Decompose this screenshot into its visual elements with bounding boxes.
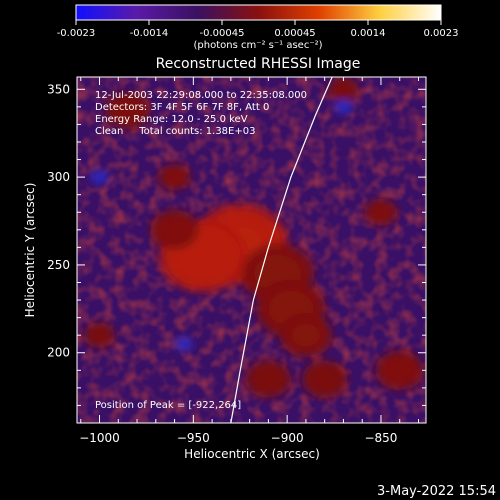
- colorbar-tick-label: -0.00045: [200, 28, 245, 39]
- colorbar-tick-label: 0.00045: [274, 28, 315, 39]
- emission-blob: [327, 77, 360, 102]
- colorbar-bar: [75, 4, 442, 21]
- emission-blob: [157, 163, 192, 191]
- emission-blob: [83, 322, 116, 348]
- emission-blob: [245, 360, 292, 398]
- footer-timestamp: 3-May-2022 15:54: [377, 484, 496, 499]
- heatmap-plot: [77, 77, 426, 423]
- annotation-time-range: 12-Jul-2003 22:29:08.000 to 22:35:08.000: [95, 90, 307, 101]
- colorbar-tick-label: -0.0023: [57, 28, 96, 39]
- colorbar-unit-label: (photons cm⁻² s⁻¹ asec⁻²): [193, 40, 322, 51]
- y-axis-label: Heliocentric Y (arcsec): [23, 183, 37, 318]
- emission-blob: [375, 350, 424, 391]
- x-tick-label: −950: [177, 431, 210, 445]
- annotation-peak-position: Position of Peak = [-922,264]: [95, 400, 241, 411]
- x-axis-label: Heliocentric X (arcsec): [184, 447, 320, 461]
- emission-blob: [364, 198, 398, 226]
- emission-blob: [150, 209, 199, 250]
- annotation-clean-counts: Clean Total counts: 1.38E+03: [95, 126, 255, 137]
- negative-dip: [334, 99, 353, 114]
- emission-blob: [301, 360, 348, 398]
- x-tick-label: −850: [364, 431, 397, 445]
- plot-frame: [76, 76, 427, 424]
- y-tick-label: 300: [47, 170, 70, 184]
- x-tick-label: −1000: [79, 431, 120, 445]
- x-axis: −1000 −950 −900 −850: [79, 77, 419, 445]
- y-tick-label: 200: [47, 346, 70, 360]
- chart-title: Reconstructed RHESSI Image: [156, 56, 361, 72]
- colorbar-tick-label: 0.0014: [351, 28, 386, 39]
- negative-dip: [90, 170, 109, 185]
- colorbar-tick-label: 0.0023: [424, 28, 459, 39]
- emission-blob: [104, 91, 151, 130]
- heatmap-emission: [83, 77, 424, 398]
- annotation-energy-range: Energy Range: 12.0 - 25.0 keV: [95, 114, 248, 125]
- colorbar-tick-label: -0.0014: [130, 28, 169, 39]
- y-tick-label: 350: [47, 82, 70, 96]
- colorbar-ticks: -0.0023 -0.0014 -0.00045 0.00045 0.0014 0.002…: [57, 20, 459, 39]
- y-axis: 200 250 300 350: [47, 82, 426, 424]
- colorbar: -0.0023 -0.0014 -0.00045 0.00045 0.0014 0.002…: [57, 4, 459, 51]
- emission-blob: [279, 313, 333, 358]
- observation-annotations: 12-Jul-2003 22:29:08.000 to 22:35:08.000…: [95, 90, 307, 411]
- y-tick-label: 250: [47, 258, 70, 272]
- solar-limb-line: [230, 77, 333, 423]
- annotation-detectors: Detectors: 3F 4F 5F 6F 7F 8F, Att 0: [95, 102, 269, 113]
- negative-dip: [174, 336, 193, 351]
- x-tick-label: −900: [271, 431, 304, 445]
